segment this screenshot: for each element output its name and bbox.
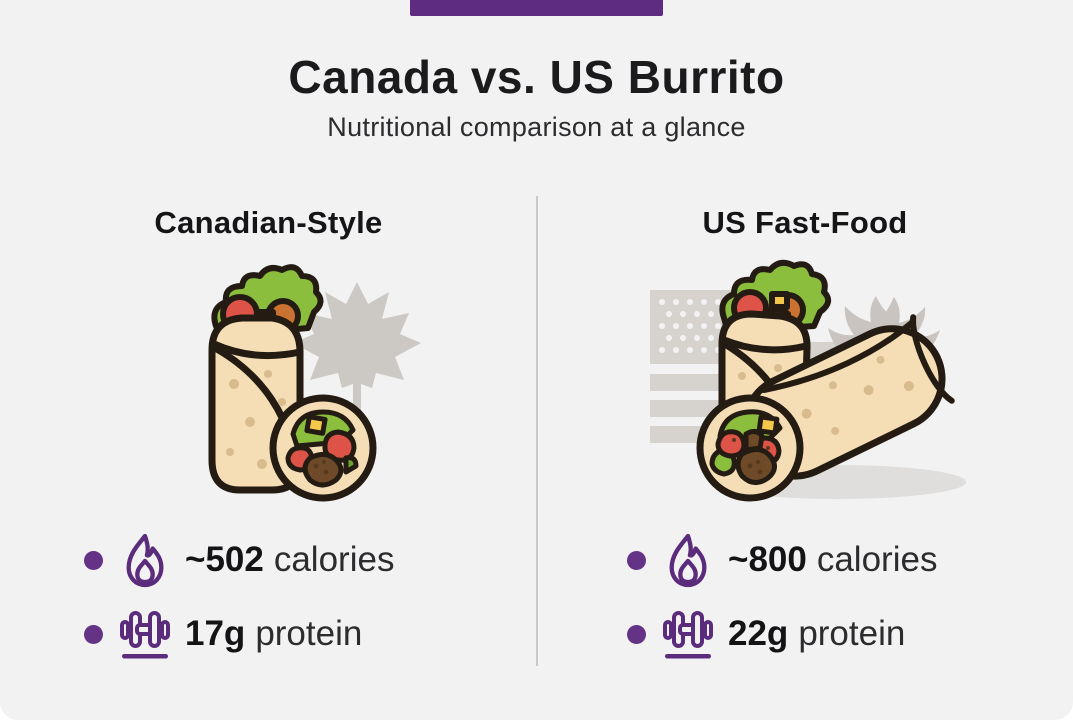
calories-value: ~800 calories <box>728 540 938 579</box>
maple-leaf-burrito-image <box>208 264 421 502</box>
dumbbell-icon <box>662 608 714 660</box>
page-subtitle: Nutritional comparison at a glance <box>327 112 746 142</box>
page-title: Canada vs. US Burrito <box>288 51 785 103</box>
calories-value: ~502 calories <box>185 540 395 579</box>
bullet-dot <box>84 624 103 644</box>
top-accent-bar <box>410 0 663 16</box>
us-stats: ~800 calories 22g protein <box>627 527 937 667</box>
canada-column-heading: Canadian-Style <box>154 205 383 240</box>
column-divider <box>536 196 538 666</box>
bullet-dot <box>84 550 103 570</box>
dumbbell-icon <box>119 608 171 660</box>
maple-leaf-icon <box>293 282 421 410</box>
flame-icon <box>662 531 714 589</box>
protein-value: 22g protein <box>728 614 906 653</box>
us-column-heading: US Fast-Food <box>702 205 908 240</box>
us-protein-row: 22g protein <box>627 601 937 667</box>
canada-calories-row: ~502 calories <box>84 527 394 593</box>
protein-value: 17g protein <box>185 614 363 653</box>
canada-protein-row: 17g protein <box>84 601 394 667</box>
flag-eagle-burrito-image <box>650 259 966 502</box>
canada-stats: ~502 calories 17g protein <box>84 527 394 667</box>
bullet-dot <box>627 624 646 644</box>
us-burrito-illustration <box>638 256 982 508</box>
flame-icon <box>119 531 171 589</box>
bullet-dot <box>627 550 646 570</box>
canada-burrito-illustration <box>150 256 450 508</box>
us-calories-row: ~800 calories <box>627 527 937 593</box>
